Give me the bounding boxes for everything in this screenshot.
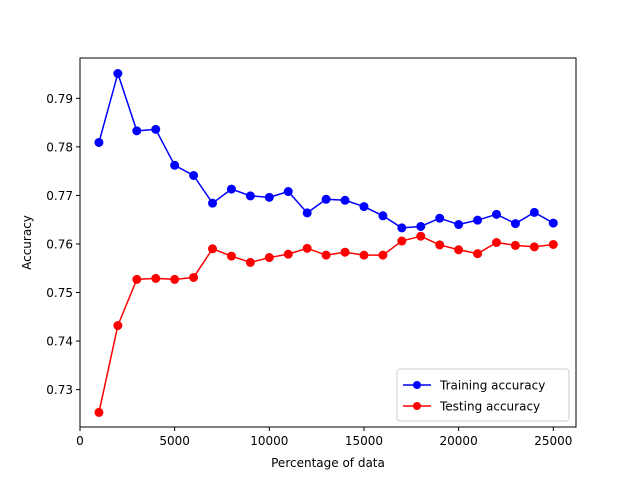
data-point-training — [132, 126, 142, 136]
data-point-training — [113, 69, 123, 79]
data-point-testing — [132, 274, 142, 284]
y-tick-label: 0.76 — [46, 237, 73, 251]
data-point-training — [416, 221, 426, 231]
data-point-training — [94, 137, 104, 147]
data-point-testing — [510, 240, 520, 250]
x-tick-label: 0 — [76, 434, 84, 448]
data-point-testing — [397, 236, 407, 246]
legend-marker — [413, 381, 421, 389]
x-axis-label: Percentage of data — [271, 456, 385, 470]
data-point-training — [302, 208, 312, 218]
data-point-testing — [283, 249, 293, 259]
data-point-testing — [208, 244, 218, 254]
y-axis-label: Accuracy — [20, 215, 34, 270]
data-point-training — [548, 218, 558, 228]
x-tick-label: 5000 — [159, 434, 190, 448]
data-point-training — [491, 209, 501, 219]
x-axis-ticks: 0 5000 10000 15000 20000 25000 — [76, 427, 572, 448]
data-point-testing — [473, 249, 483, 259]
data-point-training — [226, 184, 236, 194]
data-point-training — [378, 211, 388, 221]
data-point-testing — [454, 245, 464, 255]
data-point-testing — [378, 250, 388, 260]
data-point-testing — [245, 257, 255, 267]
y-tick-label: 0.74 — [46, 335, 73, 349]
data-point-testing — [189, 272, 199, 282]
data-point-training — [340, 195, 350, 205]
data-point-testing — [340, 247, 350, 257]
data-point-testing — [359, 250, 369, 260]
x-tick-label: 10000 — [250, 434, 288, 448]
data-point-training — [473, 215, 483, 225]
data-point-training — [529, 207, 539, 217]
data-point-training — [510, 219, 520, 229]
data-point-testing — [529, 242, 539, 252]
x-tick-label: 25000 — [534, 434, 572, 448]
data-point-testing — [151, 273, 161, 283]
data-point-training — [397, 223, 407, 233]
legend-box — [396, 368, 570, 422]
legend-label: Training accuracy — [439, 379, 545, 393]
legend: Training accuracy Testing accuracy — [396, 368, 570, 422]
data-point-testing — [226, 251, 236, 261]
data-point-testing — [416, 231, 426, 241]
y-axis-ticks: 0.73 0.74 0.75 0.76 0.77 0.78 0.79 — [46, 92, 80, 397]
data-point-training — [321, 194, 331, 204]
data-point-testing — [321, 250, 331, 260]
y-tick-label: 0.77 — [46, 189, 73, 203]
data-point-training — [264, 192, 274, 202]
data-point-training — [245, 191, 255, 201]
legend-marker — [413, 402, 421, 410]
data-point-training — [454, 220, 464, 230]
data-point-testing — [113, 321, 123, 331]
data-point-training — [435, 213, 445, 223]
axes-frame — [79, 57, 577, 428]
y-tick-label: 0.75 — [46, 286, 73, 300]
data-point-training — [170, 160, 180, 170]
data-point-training — [208, 198, 218, 208]
x-tick-label: 20000 — [440, 434, 478, 448]
y-tick-label: 0.73 — [46, 383, 73, 397]
data-point-training — [359, 202, 369, 212]
series-layer — [94, 69, 558, 417]
data-point-training — [283, 187, 293, 197]
data-point-training — [151, 124, 161, 134]
data-point-testing — [435, 240, 445, 250]
data-point-training — [189, 170, 199, 180]
data-point-testing — [302, 243, 312, 253]
data-point-testing — [94, 407, 104, 417]
legend-label: Testing accuracy — [439, 400, 540, 414]
y-tick-label: 0.78 — [46, 140, 73, 154]
y-tick-label: 0.79 — [46, 92, 73, 106]
data-point-testing — [491, 238, 501, 247]
x-tick-label: 15000 — [345, 434, 383, 448]
data-point-testing — [548, 239, 558, 249]
data-point-testing — [264, 253, 274, 263]
data-point-testing — [170, 274, 180, 284]
